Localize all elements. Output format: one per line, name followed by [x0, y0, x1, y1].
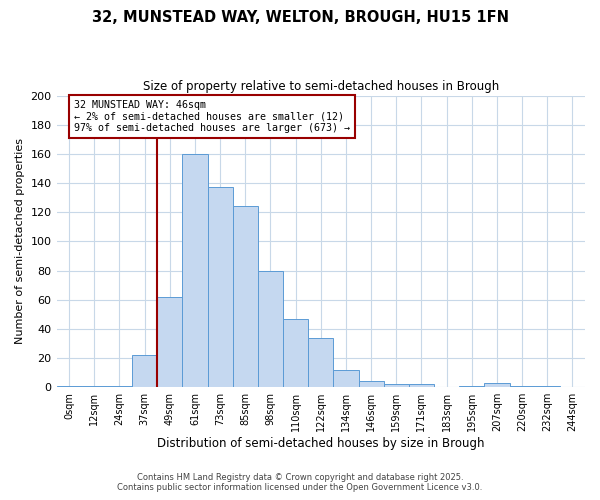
Bar — [157, 297, 182, 387]
Bar — [409, 384, 434, 387]
Text: 32, MUNSTEAD WAY, WELTON, BROUGH, HU15 1FN: 32, MUNSTEAD WAY, WELTON, BROUGH, HU15 1… — [91, 10, 509, 25]
Text: Contains HM Land Registry data © Crown copyright and database right 2025.
Contai: Contains HM Land Registry data © Crown c… — [118, 473, 482, 492]
Bar — [509, 386, 535, 387]
Bar — [107, 386, 132, 387]
Bar — [383, 384, 409, 387]
Bar — [182, 154, 208, 387]
Bar — [459, 386, 484, 387]
Y-axis label: Number of semi-detached properties: Number of semi-detached properties — [15, 138, 25, 344]
Text: 32 MUNSTEAD WAY: 46sqm
← 2% of semi-detached houses are smaller (12)
97% of semi: 32 MUNSTEAD WAY: 46sqm ← 2% of semi-deta… — [74, 100, 350, 133]
Bar — [56, 386, 82, 387]
Bar — [208, 188, 233, 387]
X-axis label: Distribution of semi-detached houses by size in Brough: Distribution of semi-detached houses by … — [157, 437, 485, 450]
Bar — [484, 383, 509, 387]
Bar — [283, 318, 308, 387]
Bar — [258, 270, 283, 387]
Bar — [535, 386, 560, 387]
Bar — [82, 386, 107, 387]
Bar — [132, 355, 157, 387]
Title: Size of property relative to semi-detached houses in Brough: Size of property relative to semi-detach… — [143, 80, 499, 93]
Bar — [359, 382, 383, 387]
Bar — [233, 206, 258, 387]
Bar — [308, 338, 334, 387]
Bar — [334, 370, 359, 387]
